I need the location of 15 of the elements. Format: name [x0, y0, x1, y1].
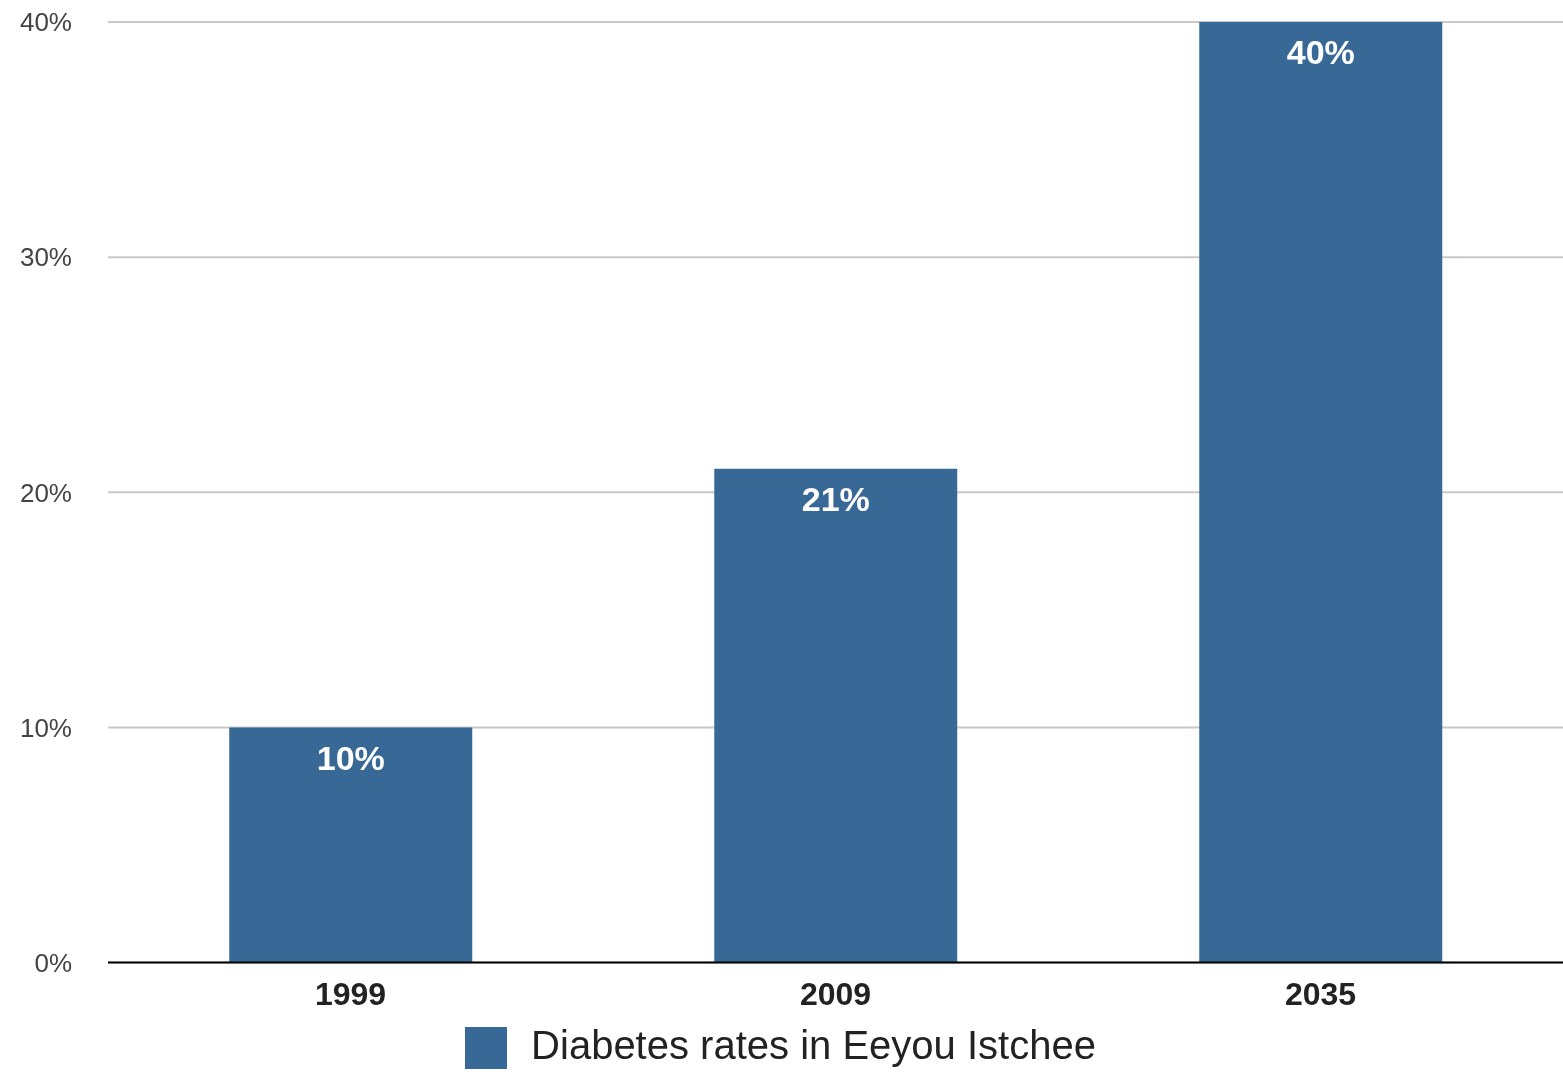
- y-tick-label: 30%: [19, 242, 72, 273]
- bar: [1199, 22, 1443, 963]
- x-tick-label: 2035: [1284, 976, 1357, 1013]
- bar: [714, 468, 958, 963]
- data-label: 21%: [801, 479, 870, 518]
- x-tick-label: 1999: [314, 976, 387, 1013]
- data-label: 40%: [1286, 33, 1355, 72]
- bar: [229, 727, 473, 963]
- y-tick-label: 0%: [34, 947, 72, 978]
- y-tick-label: 20%: [19, 477, 72, 508]
- y-tick-label: 40%: [19, 7, 72, 38]
- x-tick-label: 2009: [799, 976, 872, 1013]
- data-label: 10%: [316, 738, 385, 777]
- legend-label: Diabetes rates in Eeyou Istchee: [531, 1022, 1096, 1067]
- y-tick-label: 10%: [19, 712, 72, 743]
